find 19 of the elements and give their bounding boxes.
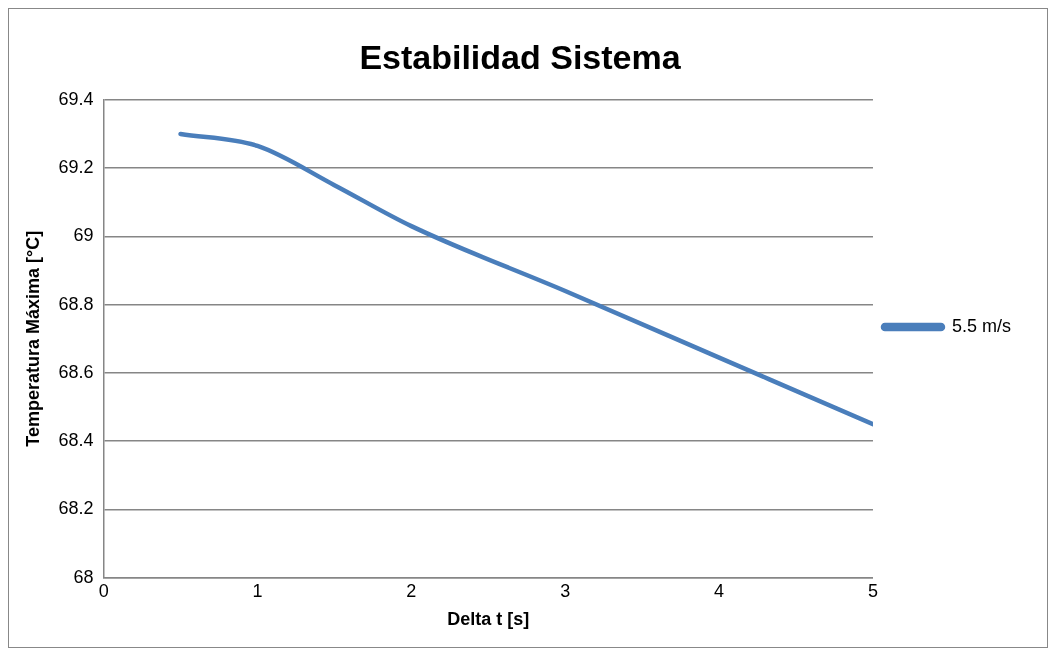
y-tick-label: 68.4 <box>58 430 94 451</box>
y-axis-title: Temperatura Máxima [°C] <box>22 230 43 447</box>
x-tick-label: 3 <box>560 580 571 601</box>
x-axis-title: Delta t [s] <box>447 609 530 630</box>
x-tick-label: 5 <box>867 580 878 601</box>
x-tick-label: 4 <box>714 580 725 601</box>
y-tick-label: 68 <box>73 566 94 587</box>
x-tick-label: 2 <box>406 580 417 601</box>
y-tick-label: 69 <box>73 225 94 246</box>
y-tick-label: 68.2 <box>58 498 94 519</box>
x-tick-label: 0 <box>98 580 109 601</box>
y-tick-label: 68.6 <box>58 361 94 382</box>
chart-title: Estabilidad Sistema <box>359 37 682 76</box>
y-tick-label: 69.4 <box>58 88 94 109</box>
y-tick-label: 68.8 <box>58 293 94 314</box>
legend-label: 5.5 m/s <box>951 315 1012 336</box>
line-series <box>178 131 873 427</box>
x-tick-label: 1 <box>252 580 263 601</box>
y-tick-label: 69.2 <box>58 157 94 178</box>
